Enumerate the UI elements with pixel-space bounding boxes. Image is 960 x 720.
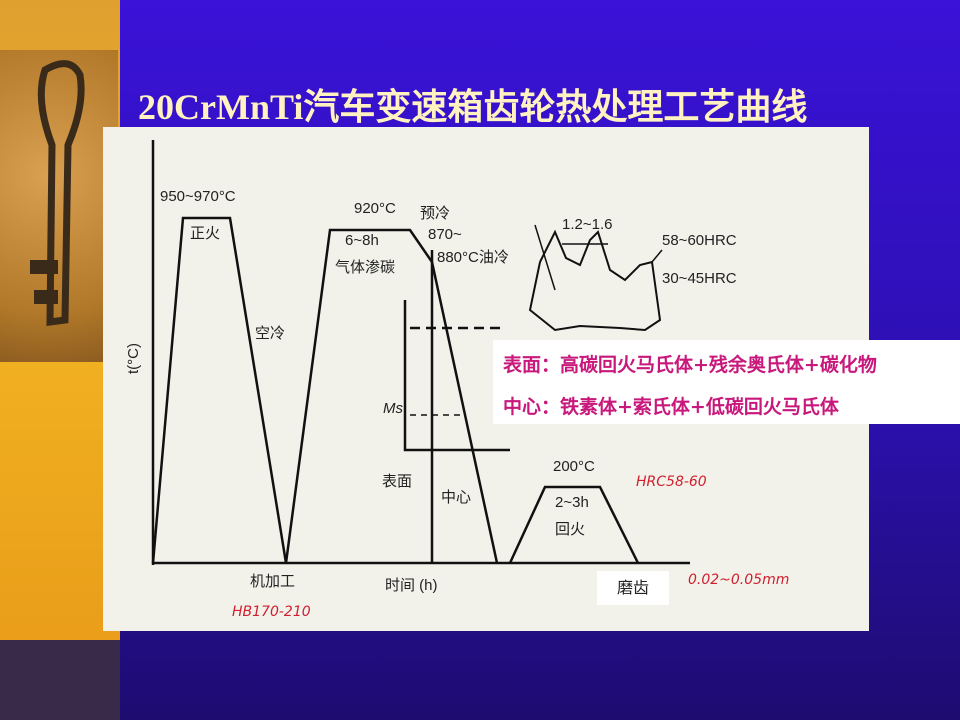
surface-structure: 表面：高碳回火马氏体+残余奥氏体+碳化物 bbox=[503, 354, 877, 376]
note-hb: HB170-210 bbox=[232, 604, 311, 620]
tempering-time: 2~3h bbox=[555, 494, 589, 511]
slide-title: 20CrMnTi汽车变速箱齿轮热处理工艺曲线 bbox=[138, 87, 808, 127]
normalizing-temp: 950~970°C bbox=[160, 188, 236, 205]
tempering-label: 回火 bbox=[555, 521, 586, 538]
normalizing-curve bbox=[151, 216, 288, 564]
carburizing-time: 6~8h bbox=[345, 232, 379, 249]
microstructure-box: 表面：高碳回火马氏体+残余奥氏体+碳化物 中心：铁素体+索氏体+低碳回火马氏体 bbox=[493, 340, 960, 424]
ms-label: Ms bbox=[383, 400, 403, 417]
quench-temp-1: 870~ bbox=[428, 226, 462, 243]
tempering-curve bbox=[508, 485, 640, 564]
center-label: 中心 bbox=[441, 489, 472, 506]
carburizing-temp: 920°C bbox=[354, 200, 396, 217]
surface-label: 表面 bbox=[382, 473, 413, 490]
core-structure: 中心：铁素体+索氏体+低碳回火马氏体 bbox=[503, 396, 839, 418]
machining-label: 机加工 bbox=[250, 573, 296, 590]
ms-box bbox=[403, 300, 510, 452]
carburizing-curve bbox=[284, 228, 499, 564]
note-grind: 0.02~0.05mm bbox=[688, 572, 790, 588]
case-depth: 1.2~1.6 bbox=[562, 216, 613, 233]
normalizing-label: 正火 bbox=[190, 225, 221, 242]
grinding-label: 磨齿 bbox=[597, 571, 669, 605]
quench-temp-2: 880°C油冷 bbox=[437, 249, 509, 266]
note-hrc: HRC58-60 bbox=[636, 474, 707, 490]
carburizing-label: 气体渗碳 bbox=[335, 259, 396, 276]
tempering-temp: 200°C bbox=[553, 458, 595, 475]
x-axis-label: 时间 (h) bbox=[385, 577, 438, 594]
precool-label: 预冷 bbox=[420, 205, 451, 222]
left-decor-bottom bbox=[0, 640, 120, 720]
core-hardness: 30~45HRC bbox=[662, 270, 737, 287]
y-axis-label: t(°C) bbox=[125, 343, 142, 374]
gear-tooth-profile bbox=[528, 229, 662, 332]
surface-hardness: 58~60HRC bbox=[662, 232, 737, 249]
air-cooling-label: 空冷 bbox=[255, 325, 286, 342]
key-photo bbox=[0, 50, 118, 362]
key-icon bbox=[30, 60, 85, 327]
